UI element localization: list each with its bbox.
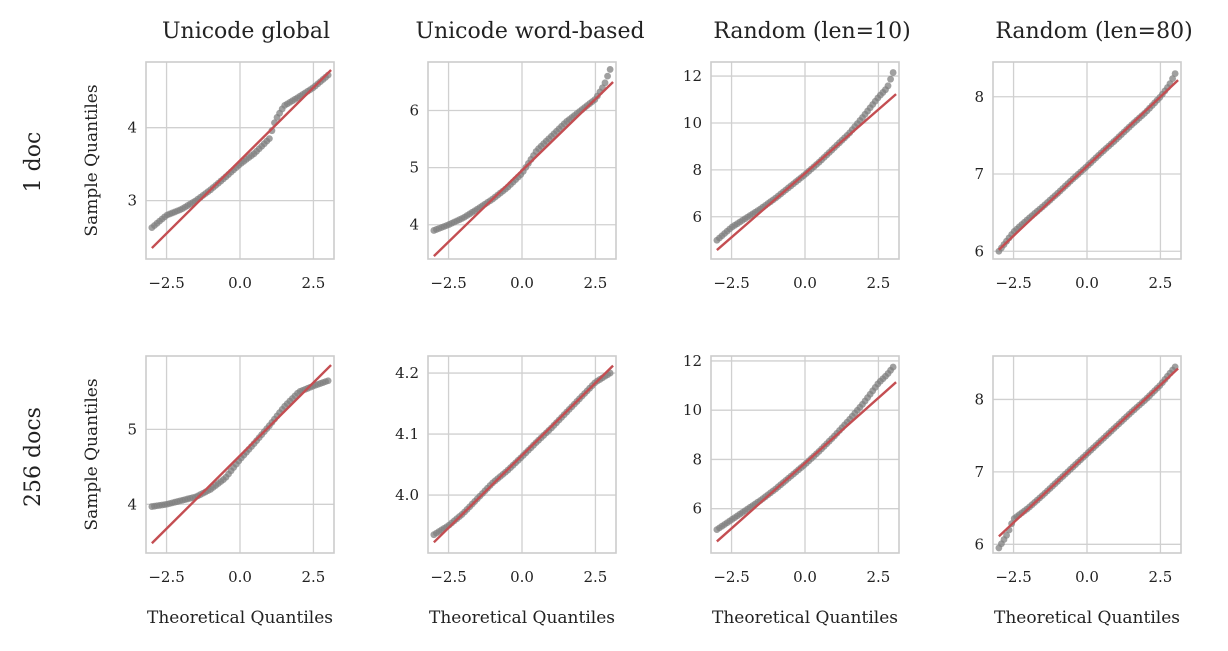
y-tick-label: 5 <box>409 159 419 177</box>
reference-line <box>716 381 897 543</box>
x-tick-label: 2.5 <box>302 568 326 586</box>
x-tick-label: −2.5 <box>995 274 1031 292</box>
x-tick-label: 2.5 <box>867 274 891 292</box>
x-tick-label: 2.5 <box>1149 568 1173 586</box>
qq-panels: −2.5 0.0 2.5 3 4 Sample Quantiles −2.5 0.0 2.5 4 5… <box>82 61 1182 628</box>
x-tick-label: 0.0 <box>228 274 252 292</box>
sample-point <box>884 82 892 90</box>
axes-frame <box>710 355 900 554</box>
y-tick-label: 5 <box>127 420 137 438</box>
reference-line <box>998 367 1179 538</box>
y-tick-label: 6 <box>409 102 419 120</box>
sample-point <box>604 72 611 80</box>
y-tick-label: 4.2 <box>395 364 419 382</box>
axes-frame <box>427 61 617 260</box>
y-tick-label: 7 <box>974 463 984 481</box>
y-tick-label: 8 <box>692 450 702 468</box>
y-axis-label: Sample Quantiles <box>82 84 102 236</box>
y-axis-label: Sample Quantiles <box>82 378 102 530</box>
sample-point <box>265 135 273 143</box>
x-tick-label: 0.0 <box>793 274 817 292</box>
reference-line <box>716 93 897 251</box>
axes-frame <box>427 355 617 554</box>
y-tick-label: 6 <box>974 535 984 553</box>
x-tick-label: 2.5 <box>584 274 608 292</box>
y-tick-label: 6 <box>974 242 984 260</box>
axes-frame <box>145 61 335 260</box>
reference-line <box>433 81 614 258</box>
x-tick-label: 0.0 <box>510 568 534 586</box>
x-axis-label: Theoretical Quantiles <box>147 608 333 628</box>
y-tick-label: 4.0 <box>395 486 419 504</box>
sample-point <box>887 75 894 83</box>
y-tick-label: 4 <box>409 216 419 234</box>
sample-point <box>606 66 614 73</box>
x-tick-label: 2.5 <box>1149 274 1173 292</box>
reference-line <box>998 79 1179 251</box>
y-tick-label: 7 <box>974 165 984 183</box>
sample-point <box>601 79 609 87</box>
y-tick-label: 12 <box>683 352 702 370</box>
reference-line <box>151 69 332 249</box>
reference-line <box>151 364 332 545</box>
y-tick-label: 8 <box>974 88 984 106</box>
qq-panel-6: −2.5 0.0 2.5 4.0 4.1 4.2 Theoretical Quantiles <box>395 355 617 628</box>
axes-frame <box>145 355 335 554</box>
qq-panel-3: −2.5 0.0 2.5 6 8 10 12 <box>683 61 900 292</box>
qq-panel-2: −2.5 0.0 2.5 4 5 6 <box>409 61 617 292</box>
y-tick-label: 8 <box>692 161 702 179</box>
column-title-unicode-word-based: Unicode word-based <box>415 19 644 44</box>
x-tick-label: 0.0 <box>228 568 252 586</box>
x-tick-label: 0.0 <box>510 274 534 292</box>
sample-point <box>889 363 897 371</box>
axes-frame <box>710 61 900 260</box>
x-tick-label: 0.0 <box>793 568 817 586</box>
x-tick-label: 0.0 <box>1075 568 1099 586</box>
qq-panel-4: −2.5 0.0 2.5 6 7 8 <box>974 61 1182 292</box>
column-title-unicode-global: Unicode global <box>162 19 330 44</box>
x-tick-label: −2.5 <box>430 568 466 586</box>
x-tick-label: 2.5 <box>584 568 608 586</box>
qq-panel-8: −2.5 0.0 2.5 6 7 8 Theoretical Quantiles <box>974 355 1182 628</box>
y-tick-label: 12 <box>683 67 702 85</box>
y-tick-label: 6 <box>692 208 702 226</box>
sample-point <box>1003 531 1010 539</box>
sample-point <box>1169 75 1176 83</box>
axes-frame <box>992 355 1182 554</box>
y-tick-label: 3 <box>127 192 137 210</box>
x-tick-label: −2.5 <box>430 274 466 292</box>
qq-panel-5: −2.5 0.0 2.5 4 5 Theoretical Quantiles Sample … <box>82 355 335 628</box>
qq-panel-7: −2.5 0.0 2.5 6 8 10 12 Theoretical Quantiles <box>683 352 900 628</box>
x-tick-label: 2.5 <box>867 568 891 586</box>
x-tick-label: −2.5 <box>148 274 184 292</box>
column-title-random-len80: Random (len=80) <box>995 19 1192 44</box>
x-tick-label: 0.0 <box>1075 274 1099 292</box>
sample-point <box>1171 70 1179 77</box>
x-tick-label: −2.5 <box>995 568 1031 586</box>
axes-frame <box>992 61 1182 260</box>
x-axis-label: Theoretical Quantiles <box>712 608 898 628</box>
y-tick-label: 4.1 <box>395 425 419 443</box>
x-axis-label: Theoretical Quantiles <box>429 608 615 628</box>
y-tick-label: 10 <box>683 114 702 132</box>
reference-line <box>433 364 614 544</box>
x-tick-label: −2.5 <box>713 274 749 292</box>
y-tick-label: 10 <box>683 401 702 419</box>
x-axis-label: Theoretical Quantiles <box>994 608 1180 628</box>
row-label-1-doc: 1 doc <box>21 132 46 193</box>
sample-point <box>889 69 897 76</box>
column-title-random-len10: Random (len=10) <box>713 19 910 44</box>
y-tick-label: 6 <box>692 500 702 518</box>
x-tick-label: −2.5 <box>148 568 184 586</box>
row-label-256-docs: 256 docs <box>21 407 46 507</box>
y-tick-label: 4 <box>127 119 137 137</box>
y-tick-label: 8 <box>974 390 984 408</box>
x-tick-label: −2.5 <box>713 568 749 586</box>
sample-point <box>324 377 332 385</box>
x-tick-label: 2.5 <box>302 274 326 292</box>
qq-panel-1: −2.5 0.0 2.5 3 4 Sample Quantiles <box>82 61 335 292</box>
y-tick-label: 4 <box>127 495 137 513</box>
